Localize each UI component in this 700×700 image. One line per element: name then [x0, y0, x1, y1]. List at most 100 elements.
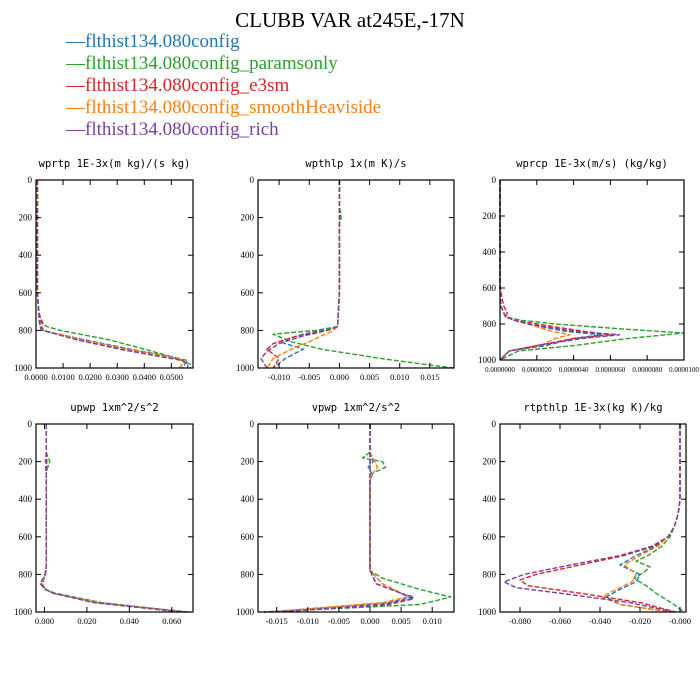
series-line	[40, 424, 181, 613]
series-line	[40, 424, 185, 613]
x-tick-label: 0.000	[330, 372, 349, 382]
legend-item: —flthist134.080config_smoothHeaviside	[66, 97, 381, 119]
y-tick-label: 1000	[14, 363, 33, 373]
plot-frame	[499, 423, 687, 613]
series-line	[605, 424, 681, 613]
x-tick-label: -0.005	[328, 616, 350, 626]
y-tick-label: 400	[483, 494, 497, 504]
x-tick-label: 0.015	[420, 372, 439, 382]
x-tick-label: 0.005	[360, 372, 379, 382]
x-tick-label: 0.0000100	[669, 366, 699, 374]
legend-label: flthist134.080config_e3sm	[85, 75, 290, 96]
series-line	[40, 424, 185, 613]
plot-frame	[35, 179, 194, 369]
series-line	[264, 424, 415, 613]
x-tick-label: 0.0300	[106, 372, 129, 382]
y-tick-label: 400	[483, 247, 497, 257]
x-tick-label: -0.005	[298, 372, 320, 382]
x-tick-label: 0.040	[120, 616, 139, 626]
x-tick-label: -0.010	[268, 372, 290, 382]
plot-frame	[35, 423, 194, 613]
legend-label: flthist134.080config	[85, 31, 240, 52]
y-tick-label: 800	[483, 319, 497, 329]
y-tick-label: 600	[19, 532, 33, 542]
legend-item: —flthist134.080config_e3sm	[66, 75, 381, 97]
y-tick-label: 800	[19, 325, 33, 335]
x-tick-label: 0.0400	[133, 372, 156, 382]
x-tick-label: 0.0000	[24, 372, 47, 382]
series-line	[503, 424, 681, 613]
x-tick-label: -0.000	[669, 616, 691, 626]
legend-label: flthist134.080config_smoothHeaviside	[85, 97, 382, 118]
y-tick-label: 0	[250, 175, 255, 185]
x-tick-label: 0.005	[392, 616, 411, 626]
y-tick-label: 600	[483, 532, 497, 542]
series-line	[36, 180, 189, 368]
series-line	[270, 424, 415, 613]
legend-label: flthist134.080config_paramsonly	[85, 53, 338, 74]
x-tick-label: -0.040	[589, 616, 611, 626]
page-title: CLUBB VAR at245E,-17N	[235, 8, 465, 32]
series-line	[41, 424, 189, 613]
y-tick-label: 1000	[478, 607, 497, 617]
x-tick-label: 0.010	[390, 372, 409, 382]
plot-frame	[257, 179, 455, 369]
x-tick-label: -0.020	[629, 616, 651, 626]
series-line	[499, 180, 621, 361]
y-tick-label: 200	[19, 213, 33, 223]
y-tick-label: 400	[19, 250, 33, 260]
series-line	[264, 424, 415, 613]
y-tick-label: 0	[250, 419, 255, 429]
series-line	[264, 424, 452, 613]
series-line	[260, 180, 341, 369]
series-line	[36, 180, 189, 369]
plot-frame	[499, 179, 685, 361]
x-tick-label: 0.0000080	[632, 366, 662, 374]
y-tick-label: 600	[19, 288, 33, 298]
y-tick-label: 800	[241, 569, 255, 579]
panel-title: wpthlp 1x(m K)/s	[305, 158, 406, 170]
legend-item: —flthist134.080config_paramsonly	[66, 53, 381, 75]
y-tick-label: 800	[241, 325, 255, 335]
x-tick-label: 0.0000060	[596, 366, 626, 374]
series-line	[272, 180, 455, 369]
y-tick-label: 600	[241, 532, 255, 542]
y-tick-label: 800	[19, 569, 33, 579]
y-tick-label: 200	[483, 211, 497, 221]
x-tick-label: 0.000	[360, 616, 379, 626]
series-line	[39, 424, 183, 613]
y-tick-label: 200	[483, 457, 497, 467]
x-tick-label: 0.020	[77, 616, 96, 626]
series-line	[499, 180, 602, 361]
series-line	[601, 424, 681, 613]
y-tick-label: 200	[241, 457, 255, 467]
x-tick-label: 0.0100	[51, 372, 74, 382]
y-tick-label: 400	[241, 250, 255, 260]
y-tick-label: 0	[28, 175, 33, 185]
y-tick-label: 400	[241, 494, 255, 504]
x-tick-label: 0.0200	[78, 372, 101, 382]
x-tick-label: 0.060	[162, 616, 181, 626]
y-tick-label: 200	[19, 457, 33, 467]
x-tick-label: 0.0000000	[485, 366, 515, 374]
x-tick-label: -0.010	[297, 616, 319, 626]
series-line	[36, 180, 186, 369]
series-line	[272, 180, 342, 369]
y-tick-label: 1000	[236, 363, 255, 373]
series-line	[266, 180, 341, 369]
series-line	[36, 180, 192, 368]
panel-title: rtpthlp 1E-3x(kg K)/kg	[523, 402, 662, 414]
series-line	[266, 180, 341, 369]
x-tick-label: 0.0500	[160, 372, 183, 382]
panel-title: upwp 1xm^2/s^2	[70, 402, 159, 414]
y-tick-label: 1000	[236, 607, 255, 617]
y-tick-label: 0	[492, 419, 497, 429]
x-tick-label: 0.0000020	[522, 366, 552, 374]
panel-title: vpwp 1xm^2/s^2	[312, 402, 401, 414]
y-tick-label: 1000	[478, 355, 497, 365]
legend-item: —flthist134.080config_rich	[66, 119, 381, 141]
plot-frame	[257, 423, 455, 613]
x-tick-label: -0.015	[266, 616, 288, 626]
y-tick-label: 800	[483, 569, 497, 579]
